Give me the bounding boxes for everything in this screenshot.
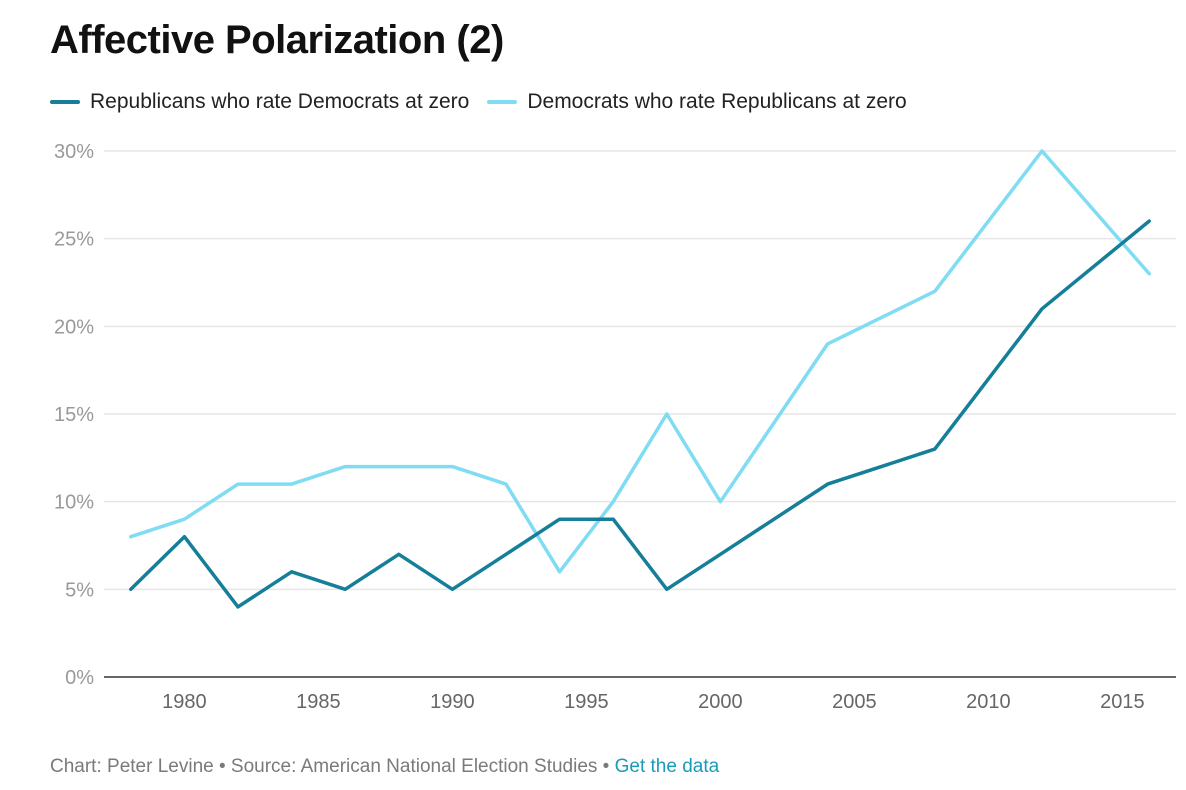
legend-swatch-democrats (487, 100, 518, 104)
x-tick-label-1990: 1990 (430, 691, 475, 713)
x-tick-label-2010: 2010 (966, 691, 1011, 713)
series-line-republicans (129, 219, 1151, 609)
footer-credit: Chart: Peter Levine (50, 756, 214, 777)
chart-title: Affective Polarization (2) (50, 18, 504, 62)
footer-source: Source: American National Election Studi… (230, 756, 598, 777)
series-line-democrats (129, 149, 1151, 574)
y-tick-label-15: 15% (54, 404, 94, 426)
legend: Republicans who rate Democrats at zero D… (50, 90, 907, 114)
y-tick-label-20: 20% (54, 316, 94, 338)
x-tick-label-2015: 2015 (1100, 691, 1145, 713)
y-tick-label-5: 5% (65, 579, 94, 601)
legend-label-republicans: Republicans who rate Democrats at zero (90, 90, 470, 113)
x-tick-label-1980: 1980 (162, 691, 207, 713)
y-tick-label-25: 25% (54, 229, 94, 251)
x-tick-label-1985: 1985 (296, 691, 341, 713)
legend-swatch-republicans (50, 100, 80, 104)
x-tick-label-1995: 1995 (564, 691, 609, 713)
y-tick-label-10: 10% (54, 492, 94, 514)
y-tick-label-30: 30% (54, 141, 94, 163)
legend-label-democrats: Democrats who rate Republicans at zero (527, 90, 907, 113)
chart-footer: Chart: Peter Levine • Source: American N… (50, 756, 719, 778)
legend-item-democrats: Democrats who rate Republicans at zero (487, 90, 907, 114)
get-the-data-link[interactable]: Get the data (614, 756, 720, 777)
x-tick-label-2000: 2000 (698, 691, 743, 713)
legend-item-republicans: Republicans who rate Democrats at zero (50, 90, 469, 114)
footer-separator-1: • (213, 756, 231, 777)
x-tick-label-2005: 2005 (832, 691, 877, 713)
footer-separator-2: • (597, 756, 615, 777)
y-tick-label-0: 0% (65, 667, 94, 689)
